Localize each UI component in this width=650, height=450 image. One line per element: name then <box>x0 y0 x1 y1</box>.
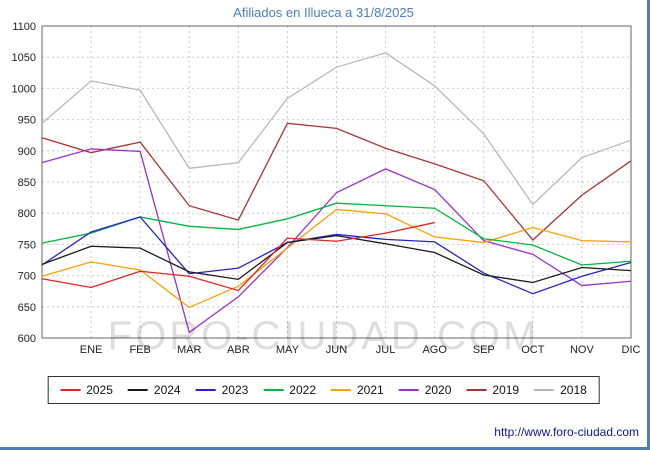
svg-text:750: 750 <box>18 239 36 251</box>
svg-text:850: 850 <box>18 177 36 189</box>
legend-label-2023: 2023 <box>221 383 249 397</box>
legend-swatch-2021 <box>331 389 351 391</box>
legend-label-2019: 2019 <box>492 383 520 397</box>
svg-text:1000: 1000 <box>12 83 36 95</box>
site-url-link[interactable]: http://www.foro-ciudad.com <box>494 425 639 439</box>
series-line-2020 <box>41 148 632 334</box>
legend-swatch-2023 <box>195 389 216 391</box>
legend-swatch-2024 <box>127 389 148 391</box>
svg-text:ENE: ENE <box>80 344 103 356</box>
svg-text:NOV: NOV <box>570 344 595 356</box>
svg-text:900: 900 <box>18 146 36 158</box>
legend-label-2021: 2021 <box>357 383 384 397</box>
legend-item-2022: 2022 <box>263 383 316 397</box>
legend-item-2024: 2024 <box>127 383 181 397</box>
svg-text:DIC: DIC <box>622 344 641 356</box>
svg-text:1100: 1100 <box>12 21 36 33</box>
svg-text:MAY: MAY <box>276 344 300 356</box>
svg-text:950: 950 <box>18 115 36 127</box>
chart-title: Afiliados en Illueca a 31/8/2025 <box>233 5 414 20</box>
chart-legend: 2025 2024 2023 2022 2021 2020 2019 2018 <box>47 376 600 404</box>
legend-label-2020: 2020 <box>424 383 452 397</box>
legend-item-2021: 2021 <box>331 383 384 397</box>
svg-text:AGO: AGO <box>422 344 447 356</box>
svg-text:JUL: JUL <box>376 344 396 356</box>
series-line-2023 <box>41 216 632 295</box>
legend-item-2020: 2020 <box>398 383 452 397</box>
legend-label-2022: 2022 <box>289 383 316 397</box>
svg-text:1050: 1050 <box>12 52 36 64</box>
legend-swatch-2019 <box>466 389 487 391</box>
series-line-2025 <box>41 221 435 292</box>
series-line-2021 <box>41 208 632 309</box>
legend-swatch-2020 <box>398 389 419 391</box>
svg-text:MAR: MAR <box>177 344 202 356</box>
legend-item-2023: 2023 <box>195 383 249 397</box>
series-line-2024 <box>41 235 632 284</box>
legend-swatch-2025 <box>60 389 81 391</box>
svg-text:OCT: OCT <box>521 344 545 356</box>
series-line-2018 <box>41 52 632 206</box>
svg-text:600: 600 <box>18 333 36 345</box>
series-line-2019 <box>41 122 632 241</box>
legend-label-2024: 2024 <box>153 383 181 397</box>
legend-item-2019: 2019 <box>466 383 519 397</box>
svg-text:700: 700 <box>18 271 36 283</box>
svg-text:650: 650 <box>18 302 36 314</box>
legend-label-2018: 2018 <box>560 383 587 397</box>
legend-swatch-2018 <box>534 389 555 391</box>
svg-text:ABR: ABR <box>227 344 250 356</box>
svg-text:JUN: JUN <box>326 344 347 356</box>
svg-text:800: 800 <box>18 208 36 220</box>
legend-label-2025: 2025 <box>86 383 113 397</box>
watermark: FORO-CIUDAD.COM <box>107 314 540 358</box>
svg-text:SEP: SEP <box>473 344 495 356</box>
legend-swatch-2022 <box>263 389 284 391</box>
legend-item-2025: 2025 <box>60 383 113 397</box>
svg-text:FEB: FEB <box>129 344 150 356</box>
legend-item-2018: 2018 <box>534 383 587 397</box>
